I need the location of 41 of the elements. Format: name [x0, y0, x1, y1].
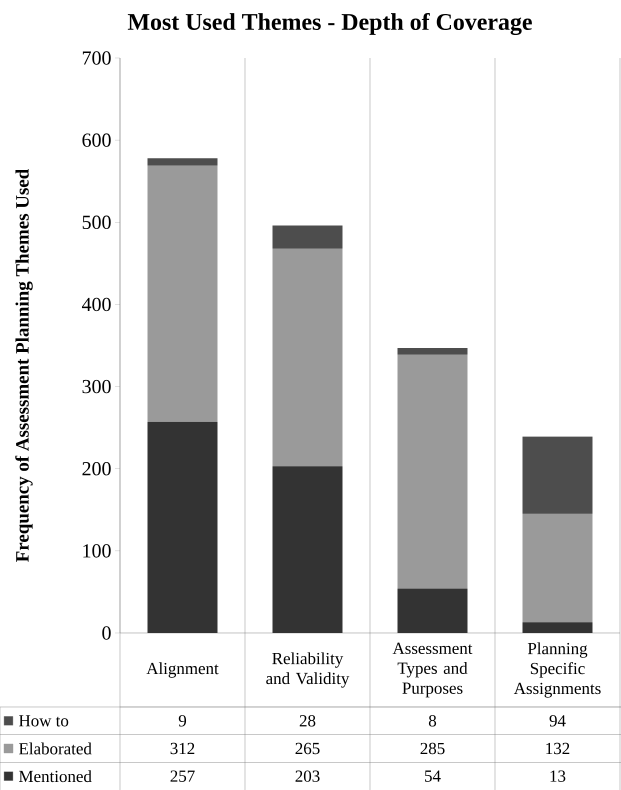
y-tick-label: 500: [82, 216, 111, 229]
data-label: 257: [170, 770, 195, 782]
y-axis-title: Frequency of Assessment Planning Themes Used: [15, 168, 33, 562]
y-tick-label: 200: [82, 462, 111, 476]
bar: [272, 248, 342, 466]
bar: [398, 348, 468, 355]
legend-label: Mentioned: [19, 770, 92, 782]
y-tick-label: 600: [82, 133, 111, 147]
bar: [148, 422, 218, 633]
bar: [148, 158, 218, 166]
x-tick-label: Reliability and Validity: [266, 652, 350, 688]
data-label: 94: [550, 715, 566, 727]
x-tick-label: Assessment Types and Purposes: [392, 642, 472, 698]
legend-label: Elaborated: [19, 742, 92, 754]
data-label: 203: [296, 770, 320, 782]
data-label: 28: [300, 715, 316, 727]
x-tick-label: Planning Specific Assignments: [514, 642, 601, 698]
data-label: 13: [550, 770, 566, 782]
legend-label: How to: [19, 715, 68, 726]
data-label: 285: [420, 742, 445, 754]
bar: [522, 436, 592, 514]
bar: [272, 226, 342, 249]
y-tick-label: 100: [83, 544, 111, 558]
chart-title: Most Used Themes - Depth of Coverage: [128, 12, 532, 36]
data-label: 312: [170, 742, 194, 754]
bar: [398, 354, 468, 589]
y-tick-label: 0: [102, 626, 111, 640]
data-label: 54: [425, 770, 441, 782]
x-tick-label: Alignment: [146, 662, 219, 678]
data-label: 8: [428, 715, 436, 727]
y-tick-label: 400: [82, 298, 111, 312]
bar: [272, 466, 342, 633]
bar: [398, 588, 468, 633]
data-label: 265: [296, 742, 320, 754]
bar: [522, 514, 592, 622]
bar: [148, 166, 218, 422]
data-label: 9: [178, 715, 186, 727]
bar: [522, 622, 592, 633]
y-tick-label: 700: [82, 51, 111, 65]
y-tick-label: 300: [82, 380, 111, 394]
data-label: 132: [546, 742, 570, 754]
